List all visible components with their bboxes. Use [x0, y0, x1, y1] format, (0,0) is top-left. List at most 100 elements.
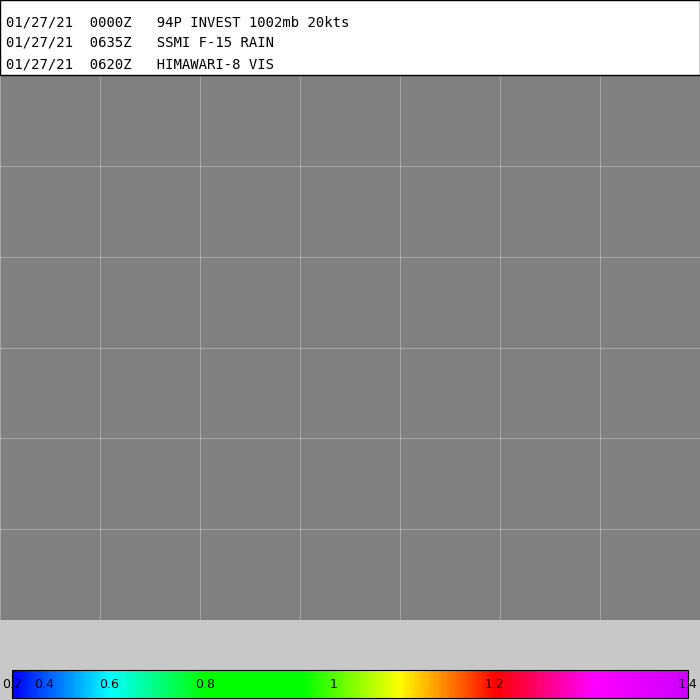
Bar [244, 670, 247, 698]
Bar [580, 670, 582, 698]
Bar [449, 670, 452, 698]
Bar [41, 670, 44, 698]
Bar [30, 670, 33, 698]
Bar [463, 670, 466, 698]
Bar [413, 670, 416, 698]
Bar [566, 670, 569, 698]
Bar [629, 670, 632, 698]
Bar [564, 670, 567, 698]
Bar [456, 670, 458, 698]
Bar [28, 670, 31, 698]
Bar [57, 670, 60, 698]
Bar [533, 670, 536, 698]
Bar [616, 670, 619, 698]
Bar [587, 670, 589, 698]
Bar [215, 670, 218, 698]
Bar [395, 670, 398, 698]
Bar [66, 670, 69, 698]
Bar [526, 670, 528, 698]
Bar [589, 670, 591, 698]
Bar [158, 670, 161, 698]
Bar [130, 670, 132, 698]
Bar [197, 670, 199, 698]
Bar [503, 670, 506, 698]
Bar [528, 670, 531, 698]
Bar [485, 670, 488, 698]
Bar [670, 670, 673, 698]
Bar [104, 670, 107, 698]
Bar [433, 670, 436, 698]
Bar [582, 670, 584, 698]
Bar [359, 670, 362, 698]
Bar [337, 670, 340, 698]
Bar [679, 670, 682, 698]
Bar [668, 670, 671, 698]
Bar [631, 670, 634, 698]
Bar [404, 670, 407, 698]
Bar [25, 670, 28, 698]
Bar [267, 670, 270, 698]
Bar [62, 670, 64, 698]
Bar [127, 670, 130, 698]
Bar [400, 670, 402, 698]
Bar [609, 670, 612, 698]
Bar [316, 670, 319, 698]
Bar [14, 670, 17, 698]
Bar [490, 670, 493, 698]
Bar [233, 670, 236, 698]
Bar [461, 670, 463, 698]
Text: 01/27/21  0000Z   94P INVEST 1002mb 20kts: 01/27/21 0000Z 94P INVEST 1002mb 20kts [6, 15, 349, 29]
Bar [372, 670, 375, 698]
Bar [501, 670, 504, 698]
Bar [0, 0, 700, 75]
Bar [366, 670, 368, 698]
Bar [265, 670, 267, 698]
Bar [239, 670, 242, 698]
Bar [510, 670, 512, 698]
Bar [546, 670, 549, 698]
Bar [251, 670, 253, 698]
Bar [596, 670, 598, 698]
Bar [161, 670, 164, 698]
Bar [12, 670, 688, 698]
Bar [557, 670, 560, 698]
Bar [97, 670, 100, 698]
Bar [426, 670, 429, 698]
Bar [260, 670, 262, 698]
Bar [86, 670, 89, 698]
Bar [661, 670, 664, 698]
Bar [178, 670, 181, 698]
Bar [492, 670, 495, 698]
Bar [514, 670, 517, 698]
Bar [415, 670, 418, 698]
Bar [111, 670, 114, 698]
Bar [447, 670, 449, 698]
Bar [37, 670, 39, 698]
Text: 01/27/21  0620Z   HIMAWARI-8 VIS: 01/27/21 0620Z HIMAWARI-8 VIS [6, 57, 274, 71]
Bar [174, 670, 177, 698]
Bar [60, 670, 62, 698]
Bar [181, 670, 184, 698]
Bar [350, 670, 353, 698]
Bar [454, 670, 456, 698]
Bar [675, 670, 677, 698]
Bar [548, 670, 551, 698]
Bar [46, 670, 48, 698]
Bar [654, 670, 657, 698]
Bar [276, 670, 279, 698]
Bar [278, 670, 281, 698]
Bar [594, 670, 596, 698]
Bar [625, 670, 628, 698]
Bar [222, 670, 224, 698]
Bar [125, 670, 127, 698]
Bar [467, 670, 470, 698]
Bar [472, 670, 475, 698]
Bar [167, 670, 170, 698]
Bar [89, 670, 92, 698]
Bar [106, 670, 109, 698]
Bar [269, 670, 272, 698]
Bar [603, 670, 605, 698]
Bar [82, 670, 85, 698]
Bar [204, 670, 206, 698]
Text: 0.8: 0.8 [195, 678, 215, 690]
